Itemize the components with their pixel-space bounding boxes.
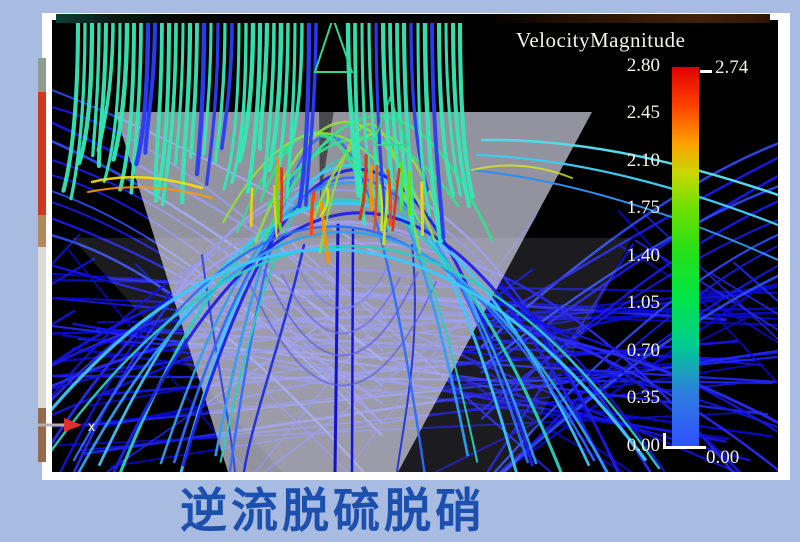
- colorbar: [672, 67, 699, 447]
- colorbar-max-label: 2.74: [715, 57, 749, 78]
- colorbar-max-tick: [700, 70, 712, 73]
- colorbar-min-tick: [663, 446, 706, 449]
- axis-indicator: x: [38, 418, 95, 434]
- legend-tick: 2.80: [626, 55, 660, 76]
- axis-x-label: x: [88, 418, 95, 434]
- legend-tick: 1.40: [626, 245, 660, 266]
- left-edge-strip-red: [38, 92, 46, 215]
- streamline-scene: [52, 20, 778, 472]
- legend-title: VelocityMagnitude: [516, 28, 686, 52]
- colorbar-min-tick: [663, 433, 666, 449]
- left-edge-strip-tan: [38, 215, 46, 247]
- legend-tick: 2.10: [626, 150, 660, 171]
- legend-tick: 1.05: [626, 292, 660, 313]
- legend-tick: 0.00: [626, 435, 660, 456]
- legend-tick: 0.35: [626, 387, 660, 408]
- left-edge-strip-gray: [38, 247, 46, 408]
- colorbar-min-label: 0.00: [706, 447, 740, 468]
- render-canvas: [52, 20, 778, 472]
- legend-tick: 2.45: [626, 102, 660, 123]
- axis-arrow-icon: [64, 418, 82, 432]
- legend-tick: 0.70: [626, 340, 660, 361]
- legend-tick: 1.75: [626, 197, 660, 218]
- left-edge-strip-brown: [38, 408, 46, 462]
- top-edge-band: [56, 14, 770, 23]
- slide-caption: 逆流脱硫脱硝: [180, 484, 486, 537]
- left-edge-strip-green: [38, 58, 46, 92]
